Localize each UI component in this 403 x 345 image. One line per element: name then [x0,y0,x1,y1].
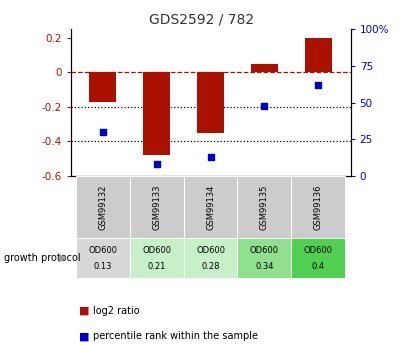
Point [315,82,322,88]
Point [261,103,268,108]
Bar [291,176,345,238]
Bar [130,238,184,278]
Bar [305,38,332,72]
Bar [237,238,291,278]
Point [208,154,214,160]
Bar [143,72,170,155]
Bar [291,238,345,278]
Text: 0.28: 0.28 [202,262,220,271]
Text: ■: ■ [79,332,89,341]
Text: growth protocol: growth protocol [4,253,81,263]
Bar [76,176,130,238]
Text: ■: ■ [79,306,89,315]
Text: 0.4: 0.4 [312,262,325,271]
Text: GSM99136: GSM99136 [314,184,323,230]
Bar [197,72,224,133]
Bar [89,72,116,102]
Bar [130,176,184,238]
Text: GSM99133: GSM99133 [152,184,161,230]
Bar [76,238,130,278]
Point [154,161,160,167]
Text: 0.13: 0.13 [93,262,112,271]
Text: log2 ratio: log2 ratio [93,306,139,315]
Text: GSM99135: GSM99135 [260,184,269,230]
Bar [184,176,237,238]
Text: GSM99134: GSM99134 [206,184,215,230]
Text: ▶: ▶ [59,253,68,263]
Text: 0.34: 0.34 [255,262,274,271]
Text: 0.21: 0.21 [147,262,166,271]
Bar [237,176,291,238]
Text: OD600: OD600 [304,246,333,255]
Text: percentile rank within the sample: percentile rank within the sample [93,332,258,341]
Point [100,129,106,135]
Text: OD600: OD600 [250,246,279,255]
Bar [251,64,278,72]
Text: OD600: OD600 [88,246,117,255]
Text: OD600: OD600 [196,246,225,255]
Text: GDS2592 / 782: GDS2592 / 782 [149,12,254,26]
Text: GSM99132: GSM99132 [98,184,107,230]
Text: OD600: OD600 [142,246,171,255]
Bar [184,238,237,278]
